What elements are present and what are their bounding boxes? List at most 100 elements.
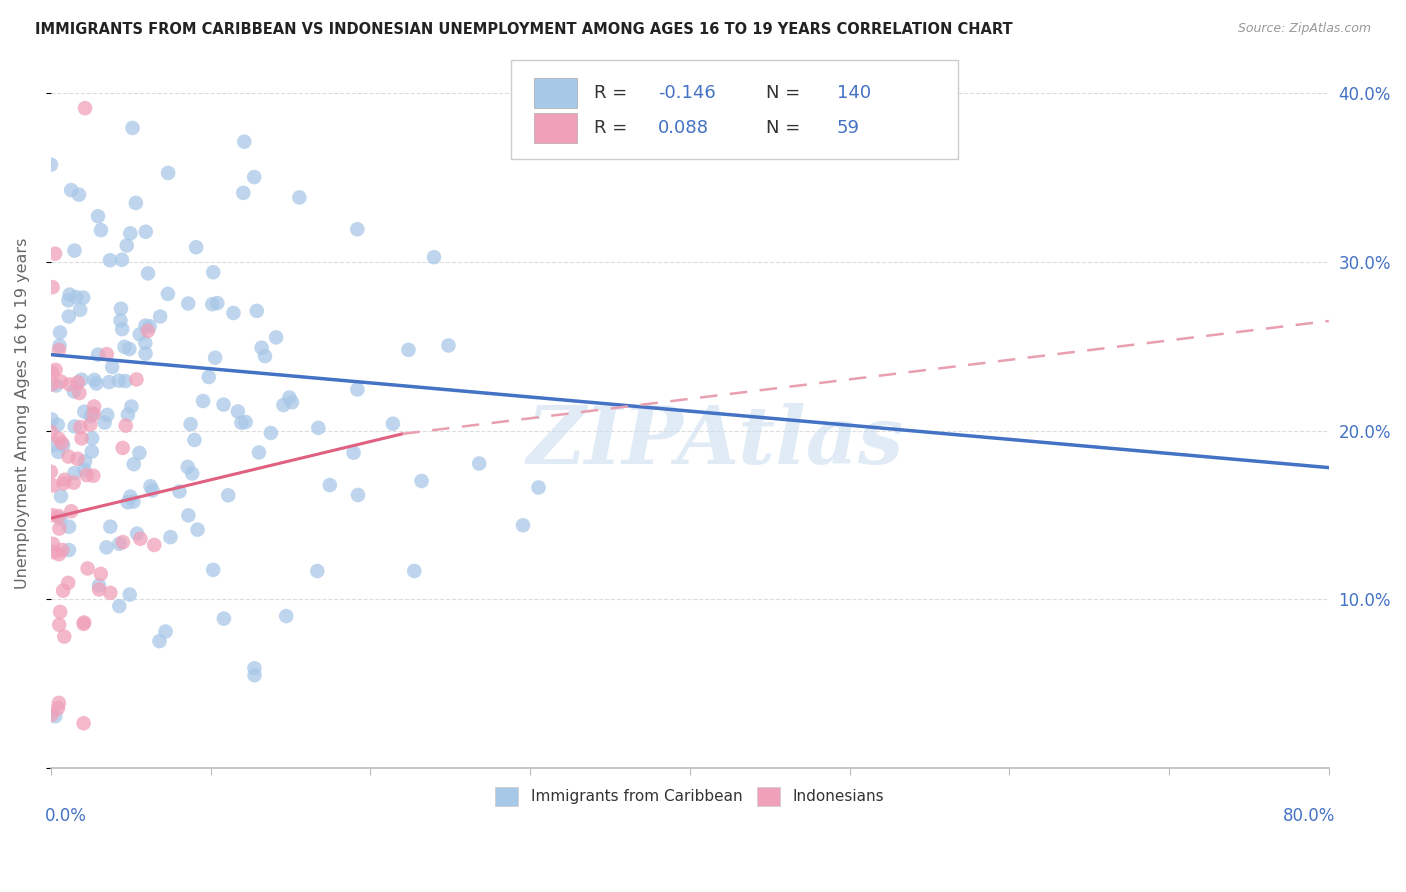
Point (183, 433, 205, 447)
Point (346, 222, 368, 236)
Point (128, 327, 150, 342)
Point (73, 463, 96, 477)
Point (58, 450, 80, 464)
Point (49, 605, 72, 619)
Point (58, 543, 80, 558)
Point (69, 302, 91, 317)
Point (187, 523, 209, 537)
Point (44, 246, 66, 260)
Point (181, 467, 204, 481)
Point (149, 310, 172, 324)
Point (46, 445, 69, 459)
Point (98, 375, 121, 389)
Point (83, 407, 105, 421)
Point (246, 303, 269, 318)
Point (347, 488, 370, 502)
Point (59, 377, 82, 392)
Point (156, 286, 179, 301)
Text: N =: N = (766, 120, 807, 137)
Point (52, 438, 75, 452)
Point (243, 661, 266, 675)
Point (96, 347, 118, 361)
Point (129, 532, 152, 546)
Point (70, 431, 93, 445)
Point (73, 404, 96, 418)
Point (48, 343, 70, 357)
Point (177, 508, 200, 523)
Point (42, 545, 65, 559)
Y-axis label: Unemployment Among Ages 16 to 19 years: Unemployment Among Ages 16 to 19 years (15, 238, 30, 590)
Point (72, 291, 94, 305)
Text: 59: 59 (837, 120, 860, 137)
Text: 0.088: 0.088 (658, 120, 709, 137)
Point (58, 520, 80, 534)
Point (98, 586, 121, 600)
Point (39, 158, 62, 172)
Point (155, 624, 177, 639)
Point (42, 478, 65, 492)
Point (159, 530, 181, 544)
Point (232, 186, 254, 200)
Point (128, 446, 150, 460)
Point (82, 431, 104, 445)
Point (122, 457, 145, 471)
Point (134, 336, 156, 351)
Point (70, 373, 93, 387)
Point (398, 343, 420, 357)
Point (96, 541, 118, 555)
Point (39, 425, 62, 439)
Point (135, 225, 157, 239)
Point (66, 376, 89, 390)
Point (122, 494, 145, 508)
Point (83, 373, 105, 387)
Text: N =: N = (766, 84, 807, 102)
Point (87, 582, 110, 597)
Point (65, 290, 87, 304)
Point (80, 444, 103, 458)
Point (114, 418, 136, 433)
Point (307, 564, 329, 578)
Point (110, 313, 132, 327)
Point (212, 398, 235, 412)
Point (120, 400, 142, 414)
Point (222, 306, 245, 320)
Point (235, 415, 257, 429)
Point (253, 349, 276, 363)
Point (59, 287, 82, 301)
Point (52, 476, 75, 491)
Point (201, 297, 224, 311)
Point (87, 578, 110, 592)
Point (46, 417, 69, 432)
Point (96, 408, 118, 422)
Point (53, 473, 76, 487)
Point (51, 436, 73, 450)
Point (66, 451, 89, 466)
Point (73, 101, 96, 115)
Point (49, 375, 72, 389)
Point (148, 634, 170, 648)
Point (117, 408, 139, 422)
Point (111, 535, 134, 549)
Point (72, 616, 94, 631)
Point (118, 588, 141, 602)
Point (41, 365, 63, 379)
Point (82, 407, 104, 421)
Point (191, 394, 214, 409)
Point (48, 509, 70, 524)
Point (98, 519, 121, 533)
Point (250, 341, 273, 355)
Point (90, 223, 112, 237)
Point (411, 474, 433, 488)
Point (186, 240, 208, 254)
Point (63, 384, 86, 399)
Point (233, 135, 256, 149)
Point (49, 511, 72, 525)
Point (60, 183, 83, 197)
Point (120, 490, 142, 504)
Point (58, 293, 80, 308)
Point (87, 209, 110, 223)
Point (207, 296, 229, 310)
Point (63, 466, 86, 480)
Point (42, 508, 65, 523)
Point (117, 495, 139, 509)
